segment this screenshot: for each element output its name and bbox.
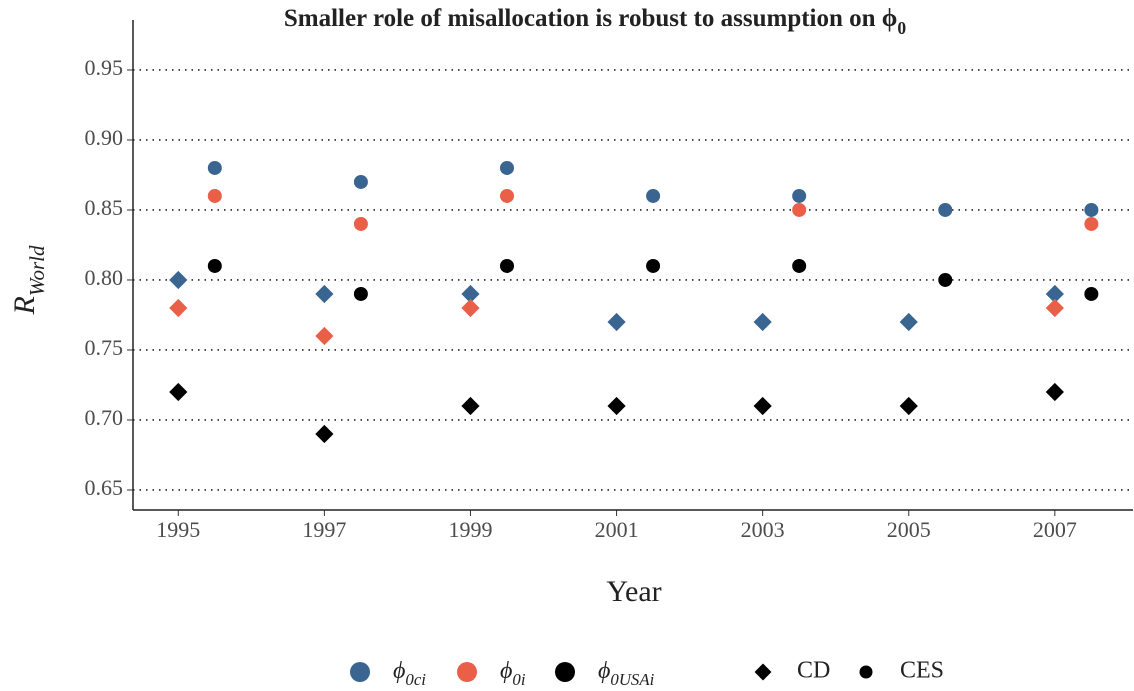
legend-label: ϕ0i — [500, 658, 526, 690]
y-tick-label: 0.80 — [85, 265, 124, 290]
legend-swatch — [555, 662, 575, 682]
point — [1084, 286, 1099, 301]
y-axis-title: RWorld — [8, 245, 49, 315]
point — [207, 160, 222, 175]
legend-label: ϕ0ci — [393, 658, 426, 690]
point — [353, 216, 368, 231]
y-tick-label: 0.95 — [85, 55, 124, 80]
point — [353, 286, 368, 301]
y-tick-label: 0.90 — [85, 125, 124, 150]
legend-label: CD — [797, 658, 830, 684]
point — [169, 382, 188, 402]
x-tick-label: 2007 — [1033, 517, 1077, 542]
x-tick-label: 2003 — [741, 517, 785, 542]
x-tick-label: 2001 — [595, 517, 639, 542]
point — [207, 188, 222, 203]
legend-swatch — [754, 663, 772, 681]
point — [207, 258, 222, 273]
x-tick-label: 1999 — [448, 517, 492, 542]
x-tick-label: 1995 — [156, 517, 200, 542]
y-tick-label: 0.65 — [85, 475, 124, 500]
legend-label: CES — [900, 658, 944, 684]
point — [938, 272, 953, 287]
point — [169, 270, 188, 290]
point — [353, 174, 368, 189]
point — [1045, 298, 1064, 318]
y-tick-label: 0.70 — [85, 405, 124, 430]
point — [315, 424, 334, 444]
y-tick-label: 0.75 — [85, 335, 124, 360]
chart-title: Smaller role of misallocation is robust … — [284, 5, 907, 38]
point — [899, 312, 918, 332]
point — [938, 202, 953, 217]
point — [792, 258, 807, 273]
point — [792, 188, 807, 203]
point — [792, 202, 807, 217]
point — [461, 284, 480, 304]
point — [1045, 284, 1064, 304]
point — [646, 188, 661, 203]
x-tick-label: 1997 — [302, 517, 346, 542]
point — [1084, 202, 1099, 217]
x-axis-title: Year — [606, 575, 661, 608]
point — [607, 312, 626, 332]
point — [461, 298, 480, 318]
x-tick-label: 2005 — [887, 517, 931, 542]
point — [899, 396, 918, 416]
point — [607, 396, 626, 416]
point — [1084, 216, 1099, 231]
y-tick-label: 0.85 — [85, 195, 124, 220]
point — [315, 284, 334, 304]
point — [1045, 382, 1064, 402]
legend-swatch — [457, 662, 477, 682]
point — [499, 258, 514, 273]
point — [499, 160, 514, 175]
point — [169, 298, 188, 318]
legend-label: ϕ0USAi — [598, 658, 655, 690]
legend-swatch — [350, 662, 370, 682]
point — [646, 258, 661, 273]
point — [753, 396, 772, 416]
point — [461, 396, 480, 416]
legend-swatch — [859, 665, 873, 679]
point — [315, 326, 334, 346]
point — [753, 312, 772, 332]
point — [499, 188, 514, 203]
